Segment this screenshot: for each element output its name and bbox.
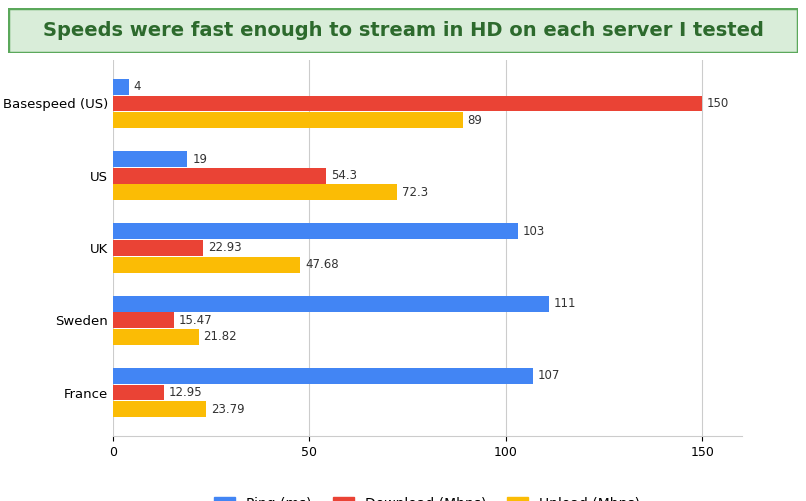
- Text: 4: 4: [133, 80, 141, 93]
- Text: 107: 107: [538, 369, 560, 382]
- Text: 111: 111: [554, 297, 576, 310]
- Bar: [113, 79, 129, 95]
- Bar: [113, 312, 173, 328]
- Legend: Ping (ms), Download (Mbps), Upload (Mbps): Ping (ms), Download (Mbps), Upload (Mbps…: [209, 491, 646, 501]
- Text: 89: 89: [467, 114, 482, 127]
- Text: 47.68: 47.68: [305, 258, 339, 271]
- Text: Speeds were fast enough to stream in HD on each server I tested: Speeds were fast enough to stream in HD …: [43, 21, 763, 40]
- Text: 103: 103: [522, 225, 545, 238]
- Text: 72.3: 72.3: [401, 186, 428, 199]
- Bar: [113, 112, 463, 128]
- Text: 19: 19: [192, 153, 207, 166]
- Text: 22.93: 22.93: [208, 241, 241, 255]
- Bar: [113, 223, 517, 239]
- FancyBboxPatch shape: [8, 8, 798, 53]
- Bar: [113, 329, 198, 345]
- Bar: [113, 184, 397, 200]
- Bar: [113, 96, 702, 111]
- Bar: [113, 401, 206, 417]
- Text: 54.3: 54.3: [331, 169, 357, 182]
- Bar: [113, 385, 164, 400]
- Text: 21.82: 21.82: [203, 330, 237, 343]
- Bar: [113, 168, 326, 184]
- Text: 150: 150: [707, 97, 729, 110]
- Bar: [113, 368, 534, 384]
- Text: 12.95: 12.95: [168, 386, 202, 399]
- Bar: [113, 257, 300, 273]
- Bar: [113, 151, 188, 167]
- Text: 15.47: 15.47: [178, 314, 212, 327]
- Bar: [113, 296, 549, 312]
- Bar: [113, 240, 203, 256]
- Text: 23.79: 23.79: [211, 403, 245, 416]
